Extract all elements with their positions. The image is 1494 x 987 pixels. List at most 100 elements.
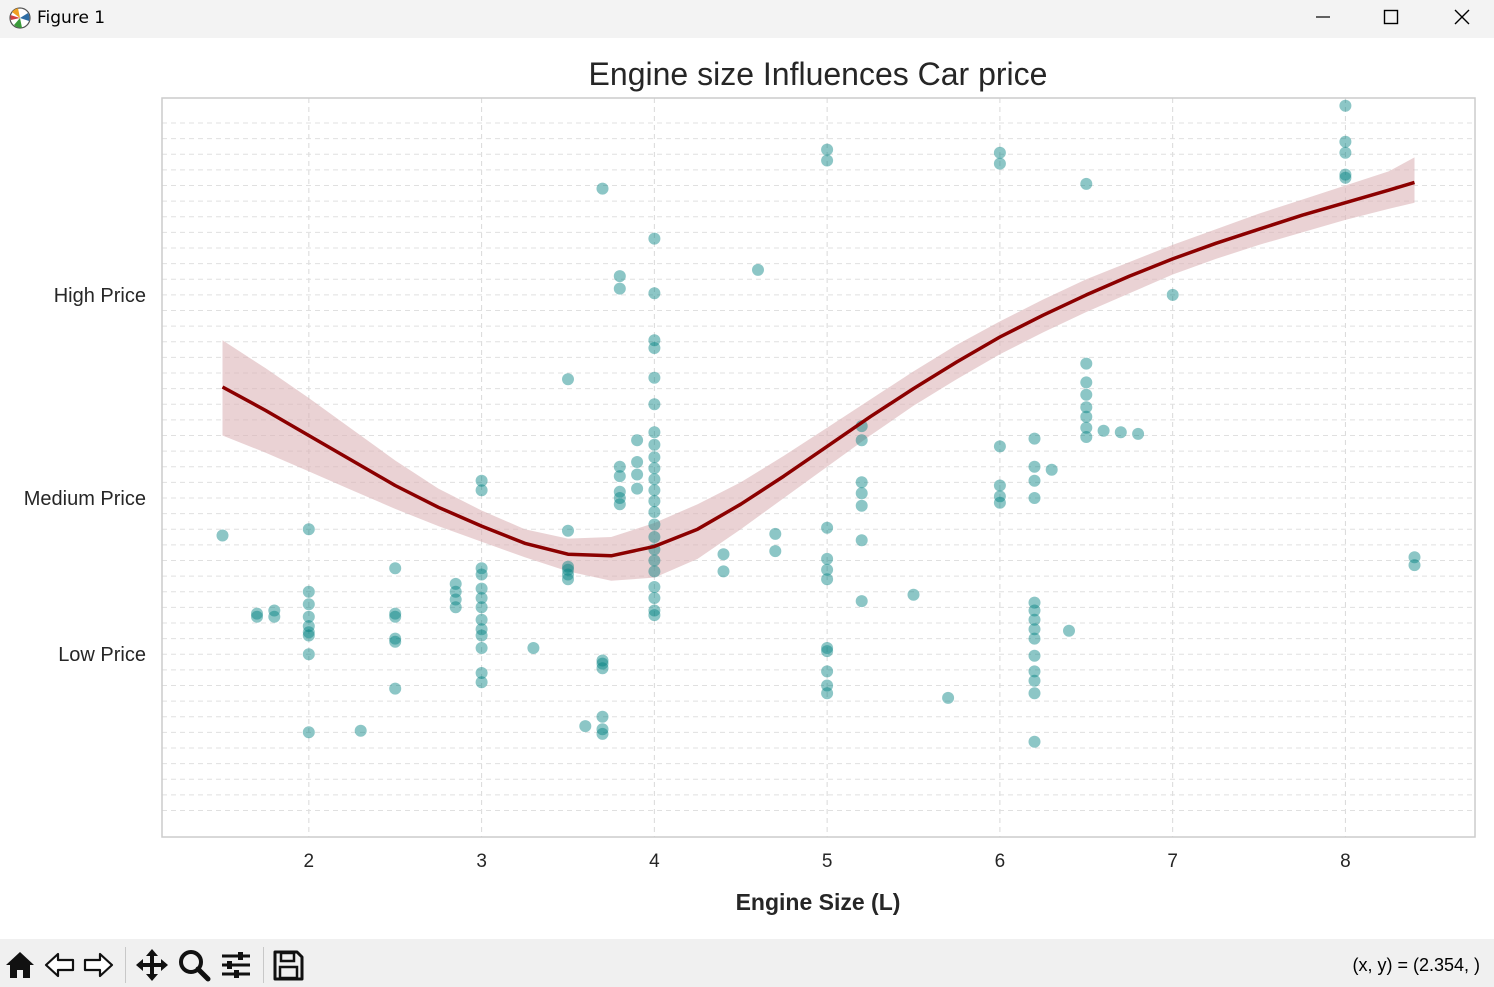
data-point: [475, 667, 488, 679]
zoom-icon[interactable]: [176, 947, 212, 983]
data-point: [993, 490, 1006, 503]
data-point: [302, 726, 315, 739]
data-point: [648, 398, 661, 411]
data-point: [648, 462, 661, 475]
x-tick-label: 7: [1167, 851, 1178, 872]
data-point: [648, 554, 661, 567]
data-point: [1339, 171, 1352, 184]
data-point: [648, 342, 661, 354]
data-point: [475, 676, 488, 689]
configure-subplots-icon[interactable]: [218, 947, 254, 983]
data-point: [821, 154, 834, 167]
save-icon[interactable]: [270, 947, 306, 983]
data-point: [596, 657, 609, 670]
data-point: [1063, 624, 1075, 637]
data-point: [769, 545, 782, 558]
maximize-button[interactable]: [1356, 0, 1426, 38]
data-point: [302, 585, 315, 598]
pan-icon[interactable]: [134, 947, 170, 983]
data-point: [302, 626, 315, 639]
data-point: [449, 585, 462, 598]
close-button[interactable]: [1426, 0, 1494, 38]
data-point: [648, 438, 661, 451]
data-point: [717, 565, 730, 578]
data-point: [855, 499, 868, 512]
minimize-button[interactable]: [1288, 0, 1358, 38]
data-point: [648, 592, 661, 604]
data-point: [389, 682, 402, 695]
data-point: [475, 629, 488, 642]
data-point: [648, 531, 661, 543]
data-point: [821, 645, 834, 658]
data-point: [1080, 357, 1093, 370]
data-point: [562, 560, 574, 573]
data-point: [1028, 687, 1041, 700]
data-point: [821, 563, 834, 576]
data-point: [579, 720, 592, 733]
data-point: [631, 468, 644, 481]
data-point: [562, 563, 574, 576]
data-point: [821, 679, 834, 692]
data-point: [648, 518, 661, 531]
data-point: [648, 495, 661, 508]
data-point: [562, 373, 574, 386]
data-point: [562, 568, 574, 581]
data-point: [1080, 177, 1093, 190]
matplotlib-logo-icon: [9, 7, 31, 29]
confidence-band: [222, 157, 1415, 581]
data-point: [1080, 388, 1093, 401]
data-point: [475, 568, 488, 581]
data-point: [1028, 649, 1041, 662]
data-point: [1028, 432, 1041, 445]
data-point: [562, 524, 574, 537]
data-point: [1028, 674, 1041, 687]
data-point: [302, 610, 315, 623]
trend-line: [221, 180, 1416, 558]
data-point: [302, 598, 315, 611]
data-point: [648, 451, 661, 464]
data-point: [251, 610, 263, 623]
data-point: [1080, 401, 1093, 414]
data-point: [613, 282, 626, 295]
data-point: [302, 629, 315, 642]
data-point: [475, 582, 488, 595]
data-point: [1097, 424, 1110, 437]
data-point: [1028, 604, 1041, 617]
toolbar-separator: [125, 947, 126, 983]
data-point: [1080, 421, 1093, 434]
data-point: [1028, 632, 1041, 645]
home-icon[interactable]: [2, 947, 38, 983]
data-point: [449, 577, 462, 590]
x-tick-label: 8: [1340, 851, 1351, 872]
data-point: [613, 270, 626, 283]
data-point: [821, 552, 834, 565]
data-point: [1028, 613, 1041, 626]
data-point: [631, 434, 644, 447]
data-point: [475, 601, 488, 614]
data-point: [1028, 596, 1041, 609]
data-point: [855, 434, 868, 447]
data-point: [942, 691, 955, 704]
data-point: [268, 604, 281, 617]
data-point: [527, 642, 540, 654]
back-icon[interactable]: [42, 947, 78, 983]
data-point: [613, 460, 626, 473]
data-point: [596, 710, 609, 723]
toolbar-separator: [263, 947, 264, 983]
data-point: [268, 610, 281, 623]
data-point: [648, 334, 661, 347]
data-point: [251, 607, 263, 620]
data-point: [475, 642, 488, 654]
data-point: [648, 506, 661, 518]
forward-icon[interactable]: [80, 947, 116, 983]
data-point: [354, 724, 367, 737]
data-point: [855, 534, 868, 547]
data-point: [389, 610, 402, 623]
data-point: [1339, 168, 1352, 181]
data-point: [1028, 665, 1041, 678]
data-point: [648, 287, 661, 300]
x-tick-label: 6: [995, 851, 1006, 872]
x-tick-label: 3: [476, 851, 487, 872]
data-point: [389, 562, 402, 575]
